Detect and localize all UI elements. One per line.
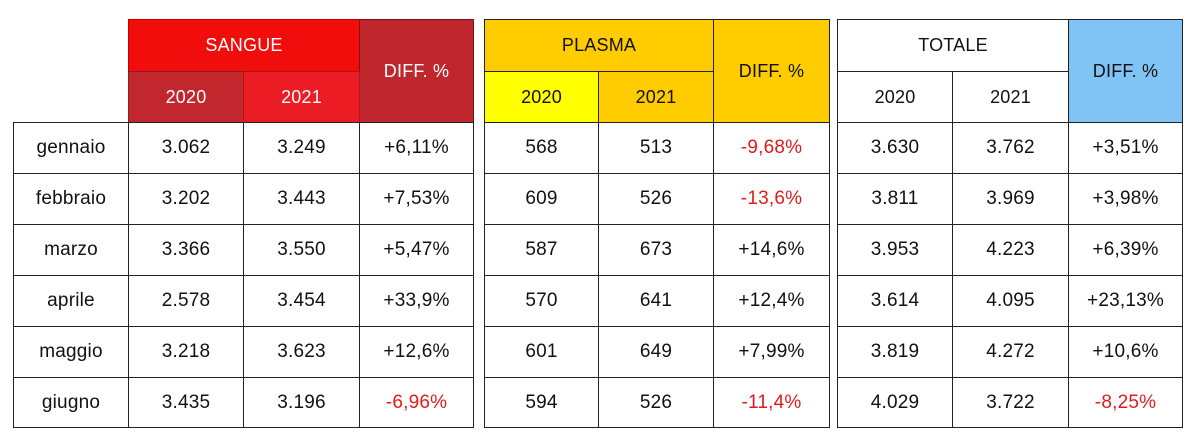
sangue-2020-cell: 3.366 bbox=[128, 224, 244, 276]
sangue-title: SANGUE bbox=[128, 19, 360, 72]
sangue-2020-cell: 3.062 bbox=[128, 122, 244, 174]
plasma-title: PLASMA bbox=[484, 19, 714, 72]
plasma-diff-cell: -13,6% bbox=[713, 173, 830, 225]
totale-2020-cell: 3.811 bbox=[837, 173, 953, 225]
totale-2020-cell: 3.953 bbox=[837, 224, 953, 276]
totale-title: TOTALE bbox=[837, 19, 1069, 72]
totale-2021-cell: 4.223 bbox=[952, 224, 1069, 276]
month-label: aprile bbox=[13, 275, 129, 327]
plasma-diff-cell: -9,68% bbox=[713, 122, 830, 174]
plasma-2021-cell: 673 bbox=[598, 224, 714, 276]
totale-diff-cell: +3,51% bbox=[1068, 122, 1183, 174]
totale-diff-cell: +23,13% bbox=[1068, 275, 1183, 327]
plasma-2020-cell: 587 bbox=[484, 224, 599, 276]
totale-diff-cell: +10,6% bbox=[1068, 326, 1183, 378]
month-label: gennaio bbox=[13, 122, 129, 174]
plasma-year-2020: 2020 bbox=[484, 71, 599, 123]
plasma-year-2021: 2021 bbox=[598, 71, 714, 123]
sangue-2020-cell: 2.578 bbox=[128, 275, 244, 327]
plasma-2020-cell: 568 bbox=[484, 122, 599, 174]
plasma-2021-cell: 641 bbox=[598, 275, 714, 327]
sangue-2020-cell: 3.435 bbox=[128, 377, 244, 428]
plasma-2020-cell: 594 bbox=[484, 377, 599, 428]
plasma-diff-cell: +14,6% bbox=[713, 224, 830, 276]
totale-diff-cell: -8,25% bbox=[1068, 377, 1183, 428]
sangue-diff-cell: +12,6% bbox=[359, 326, 474, 378]
sangue-2020-cell: 3.202 bbox=[128, 173, 244, 225]
plasma-2021-cell: 526 bbox=[598, 173, 714, 225]
totale-year-2020: 2020 bbox=[837, 71, 953, 123]
totale-2020-cell: 3.630 bbox=[837, 122, 953, 174]
month-label: febbraio bbox=[13, 173, 129, 225]
sangue-2021-cell: 3.196 bbox=[243, 377, 360, 428]
totale-diff-cell: +3,98% bbox=[1068, 173, 1183, 225]
sangue-year-2020: 2020 bbox=[128, 71, 244, 123]
plasma-2021-cell: 526 bbox=[598, 377, 714, 428]
totale-2020-cell: 4.029 bbox=[837, 377, 953, 428]
totale-2020-cell: 3.614 bbox=[837, 275, 953, 327]
sangue-2021-cell: 3.249 bbox=[243, 122, 360, 174]
sangue-diff-cell: +7,53% bbox=[359, 173, 474, 225]
sangue-diff-cell: +6,11% bbox=[359, 122, 474, 174]
plasma-diff-header: DIFF. % bbox=[713, 19, 830, 123]
sangue-2021-cell: 3.443 bbox=[243, 173, 360, 225]
sangue-diff-cell: +33,9% bbox=[359, 275, 474, 327]
totale-diff-header: DIFF. % bbox=[1068, 19, 1183, 123]
month-label: marzo bbox=[13, 224, 129, 276]
sangue-diff-cell: -6,96% bbox=[359, 377, 474, 428]
sangue-diff-header: DIFF. % bbox=[359, 19, 474, 123]
month-label: giugno bbox=[13, 377, 129, 428]
plasma-2020-cell: 601 bbox=[484, 326, 599, 378]
sangue-year-2021: 2021 bbox=[243, 71, 360, 123]
totale-2020-cell: 3.819 bbox=[837, 326, 953, 378]
plasma-2021-cell: 649 bbox=[598, 326, 714, 378]
totale-2021-cell: 4.095 bbox=[952, 275, 1069, 327]
plasma-2020-cell: 609 bbox=[484, 173, 599, 225]
sangue-2021-cell: 3.550 bbox=[243, 224, 360, 276]
sangue-2021-cell: 3.454 bbox=[243, 275, 360, 327]
sangue-2020-cell: 3.218 bbox=[128, 326, 244, 378]
totale-diff-cell: +6,39% bbox=[1068, 224, 1183, 276]
totale-2021-cell: 3.969 bbox=[952, 173, 1069, 225]
plasma-2020-cell: 570 bbox=[484, 275, 599, 327]
totale-2021-cell: 3.722 bbox=[952, 377, 1069, 428]
totale-year-2021: 2021 bbox=[952, 71, 1069, 123]
plasma-diff-cell: +7,99% bbox=[713, 326, 830, 378]
plasma-2021-cell: 513 bbox=[598, 122, 714, 174]
plasma-diff-cell: +12,4% bbox=[713, 275, 830, 327]
totale-2021-cell: 4.272 bbox=[952, 326, 1069, 378]
totale-2021-cell: 3.762 bbox=[952, 122, 1069, 174]
month-label: maggio bbox=[13, 326, 129, 378]
plasma-diff-cell: -11,4% bbox=[713, 377, 830, 428]
sangue-2021-cell: 3.623 bbox=[243, 326, 360, 378]
sangue-diff-cell: +5,47% bbox=[359, 224, 474, 276]
